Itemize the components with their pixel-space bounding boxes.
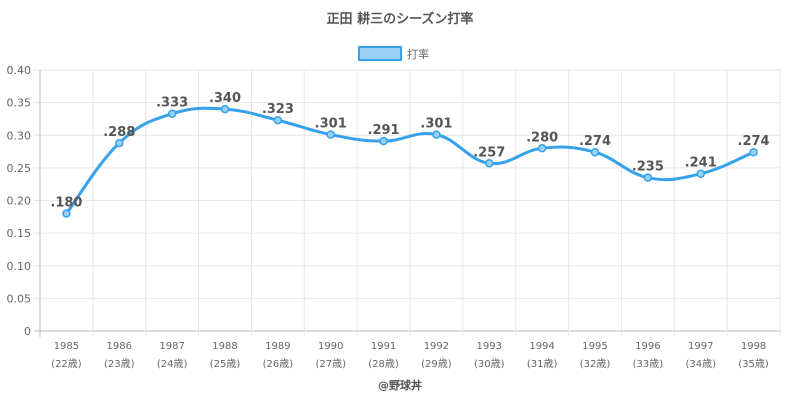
x-tick-sublabel: (33歳) [633,358,664,370]
data-point [432,130,441,139]
data-labels: .180 .288 .333 .340 .323 .301 .291 .301 .257 .280… [50,91,769,210]
y-tick-label: 0.10 [7,260,32,273]
x-tick-sublabel: (35歳) [738,358,769,370]
data-point [326,130,335,139]
x-tick-label: 1989 [265,341,290,352]
x-axis: 1985 (22歳) 1986 (23歳) 1987 (24歳) 1988 (25歳) 1989… [51,341,769,370]
y-tick-label: 0.05 [7,292,32,305]
x-tick-label: 1993 [477,341,502,352]
data-point [167,109,177,118]
x-tick-sublabel: (32歳) [580,358,611,370]
data-label: .333 [156,96,188,111]
x-tick-sublabel: (28歳) [368,358,399,370]
x-tick-label: 1990 [318,341,343,352]
y-tick-label: 0.15 [7,227,32,240]
x-tick-label: 1991 [371,341,396,352]
data-point [485,159,494,168]
data-point [273,115,283,125]
x-tick-sublabel: (22歳) [51,358,82,370]
x-tick-label: 1986 [107,341,132,352]
y-tick-label: 0.35 [7,97,32,110]
y-tick-label: 0.30 [7,129,32,142]
data-point [62,209,71,218]
data-point [379,136,388,146]
data-point [115,138,124,148]
data-label: .235 [632,160,664,175]
x-tick-sublabel: (27歳) [315,358,346,370]
y-tick-label: 0 [24,325,31,338]
x-tick-label: 1995 [582,341,607,352]
y-tick-label: 0.20 [7,195,32,208]
x-tick-label: 1998 [741,341,766,352]
y-axis: 0 0.05 0.10 0.15 0.20 0.25 0.30 0.35 0.40 [7,64,32,338]
data-label: .301 [315,117,347,132]
legend[interactable]: 打率 [358,46,429,61]
grid [34,69,781,337]
data-point [696,169,705,178]
data-label: .291 [368,123,400,138]
data-label: .323 [262,102,294,117]
x-tick-sublabel: (30歳) [474,358,505,370]
x-tick-sublabel: (26歳) [263,358,294,370]
data-label: .274 [579,134,611,149]
data-label: .340 [209,91,241,106]
data-point [590,147,600,157]
data-points [62,104,758,218]
data-label: .241 [685,156,717,171]
x-tick-sublabel: (34歳) [685,358,716,370]
data-point [749,147,758,157]
x-tick-label: 1994 [529,341,554,352]
x-tick-sublabel: (23歳) [104,358,135,370]
x-tick-sublabel: (31歳) [527,358,558,370]
data-label: .257 [473,145,505,160]
x-tick-label: 1992 [424,341,449,352]
data-point [220,104,230,114]
legend-label: 打率 [407,47,429,61]
chart-title: 正田 耕三のシーズン打率 [327,11,474,27]
x-tick-label: 1987 [159,341,184,352]
x-tick-label: 1997 [688,341,713,352]
data-point [643,173,653,182]
legend-swatch [358,46,402,61]
x-tick-sublabel: (25歳) [210,358,241,370]
data-label: .301 [420,117,452,132]
y-tick-label: 0.40 [7,64,32,77]
data-point [537,144,547,153]
data-label: .280 [526,130,558,145]
x-tick-label: 1985 [54,341,79,352]
x-tick-sublabel: (29歳) [421,358,452,370]
y-tick-label: 0.25 [7,162,32,175]
x-tick-label: 1988 [212,341,237,352]
data-label: .180 [50,196,82,211]
footer-credit: @野球丼 [378,378,422,392]
data-label: .288 [103,125,135,140]
x-tick-sublabel: (24歳) [157,358,188,370]
x-tick-label: 1996 [635,341,660,352]
data-label: .274 [738,134,770,149]
